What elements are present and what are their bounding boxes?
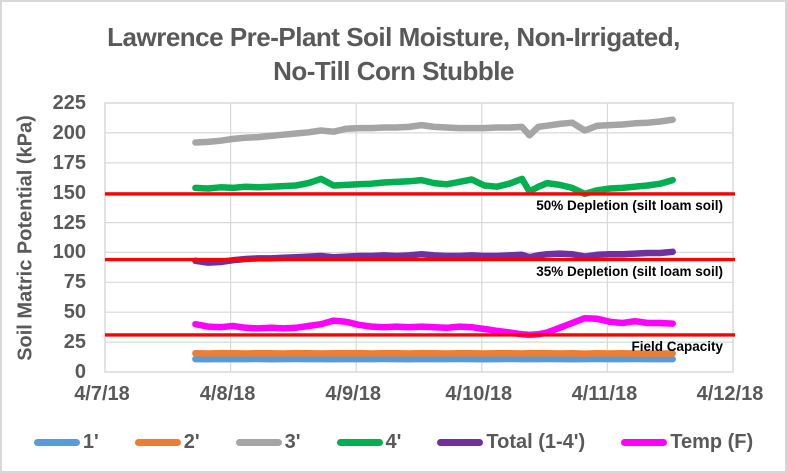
y-tick-label: 225 xyxy=(52,92,86,114)
legend-item-3ft: 3' xyxy=(235,431,301,454)
legend-item-1ft: 1' xyxy=(33,431,99,454)
x-tick-label: 4/11/18 xyxy=(571,383,638,405)
legend-label-4ft: 4' xyxy=(385,431,402,453)
legend-swatch-2ft xyxy=(134,439,181,446)
y-tick-label: 175 xyxy=(52,151,86,174)
x-tick-label: 4/10/18 xyxy=(445,383,513,405)
reference-line-label-field-capacity: Field Capacity xyxy=(631,338,723,354)
legend-item-2ft: 2' xyxy=(134,431,200,454)
series-line-temp-f xyxy=(192,314,676,339)
series-line-3ft xyxy=(192,116,676,146)
y-tick-label: 150 xyxy=(52,181,86,204)
legend-item-4ft: 4' xyxy=(336,431,402,454)
y-tick-label: 75 xyxy=(63,271,86,294)
series-line-2ft xyxy=(192,349,676,357)
legend-swatch-temp-f xyxy=(621,439,668,446)
chart-title-line-2: No-Till Corn Stubble xyxy=(273,56,514,86)
y-tick-label: 50 xyxy=(63,301,86,324)
legend-item-total-1-4ft: Total (1-4') xyxy=(437,431,585,454)
y-tick-label: 0 xyxy=(74,361,86,383)
chart-title: Lawrence Pre-Plant Soil Moisture, Non-Ir… xyxy=(2,20,785,88)
y-tick-label: 100 xyxy=(52,241,86,264)
x-tick-label: 4/8/18 xyxy=(199,383,256,405)
reference-line-label-depletion-35: 35% Depletion (silt loam soil) xyxy=(536,263,723,279)
plot-border xyxy=(104,102,734,373)
legend-label-3ft: 3' xyxy=(284,431,301,453)
legend-label-total-1-4ft: Total (1-4') xyxy=(486,431,586,453)
y-tick-label: 25 xyxy=(63,331,86,354)
legend-label-temp-f: Temp (F) xyxy=(670,431,754,453)
legend-item-temp-f: Temp (F) xyxy=(621,431,753,454)
x-tick-label: 4/9/18 xyxy=(325,383,381,405)
legend-swatch-total-1-4ft xyxy=(437,439,484,446)
x-tick-label: 4/12/18 xyxy=(696,383,764,405)
legend-label-2ft: 2' xyxy=(183,431,200,453)
legend-swatch-1ft xyxy=(33,439,80,446)
legend-label-1ft: 1' xyxy=(82,431,99,453)
x-tick-label: 4/7/18 xyxy=(74,383,130,405)
legend: 1' 2' 3' 4' Total (1-4') Temp (F) xyxy=(2,431,785,454)
legend-swatch-4ft xyxy=(336,439,383,446)
reference-line-label-depletion-50: 50% Depletion (silt loam soil) xyxy=(536,197,723,213)
y-tick-label: 125 xyxy=(52,211,86,234)
chart-title-line-1: Lawrence Pre-Plant Soil Moisture, Non-Ir… xyxy=(107,22,680,52)
series-line-4ft xyxy=(192,175,676,198)
legend-swatch-3ft xyxy=(235,439,282,446)
y-tick-label: 200 xyxy=(52,121,86,144)
